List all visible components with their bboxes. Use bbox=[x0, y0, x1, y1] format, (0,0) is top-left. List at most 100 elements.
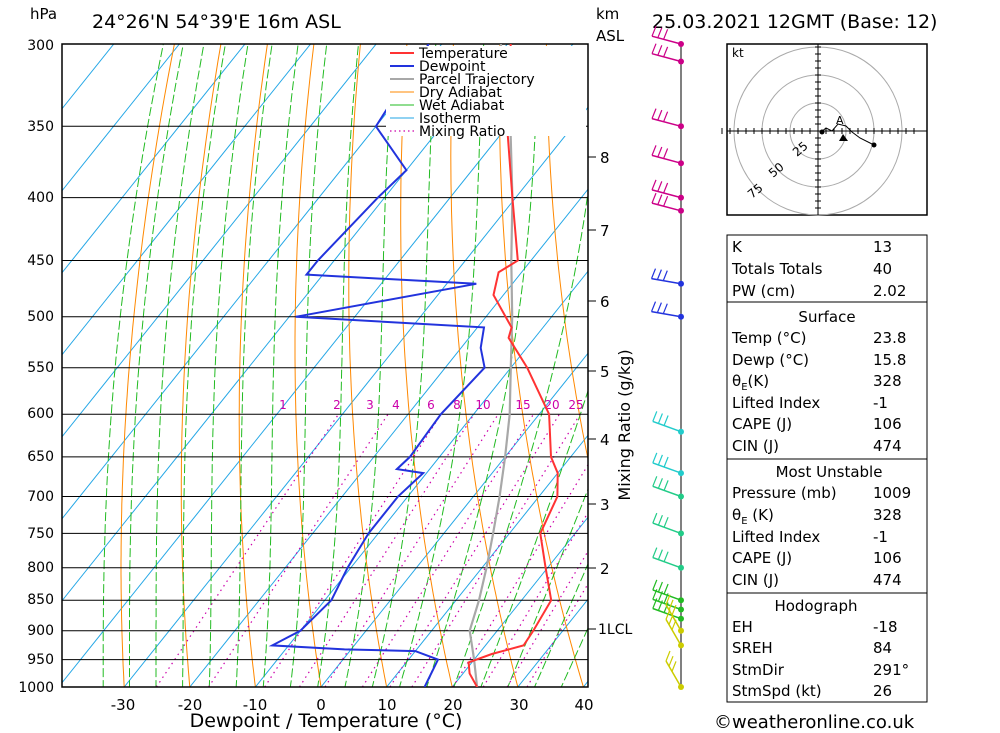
surface-dewp-value: 15.8 bbox=[873, 351, 906, 369]
stmdir-label: StmDir bbox=[732, 661, 785, 679]
dry-adiabat-line bbox=[400, 44, 453, 687]
temperature-tick-label: -30 bbox=[111, 696, 136, 714]
wind-barb bbox=[651, 145, 682, 164]
parcel-trajectory-line bbox=[468, 44, 514, 687]
hodograph-stats-title: Hodograph bbox=[774, 597, 857, 615]
surface-cape-value: 106 bbox=[873, 415, 902, 433]
wet-adiabats bbox=[102, 44, 588, 687]
surface-temp-label: Temp (°C) bbox=[731, 329, 806, 347]
pw-label: PW (cm) bbox=[732, 282, 795, 300]
height-km-axis: 1LCL 2 3 4 5 6 7 8 bbox=[588, 149, 632, 638]
mixing-ratio-label: 2 bbox=[333, 398, 341, 412]
asl-label: ASL bbox=[596, 27, 625, 45]
mu-theta-label: θE (K) bbox=[732, 506, 774, 527]
stmdir-value: 291° bbox=[873, 661, 909, 679]
surface-box bbox=[726, 301, 928, 460]
wet-adiabat-line bbox=[453, 189, 588, 687]
pressure-tick-label: 600 bbox=[27, 406, 54, 422]
hodograph-marker: A bbox=[836, 114, 844, 127]
wind-barb bbox=[652, 512, 682, 535]
mixing-ratio-label: 20 bbox=[544, 398, 559, 412]
mu-cin-value: 474 bbox=[873, 571, 902, 589]
mixing-ratio-label: 3 bbox=[366, 398, 374, 412]
pressure-tick-label: 700 bbox=[27, 489, 54, 505]
legend-parcel: Parcel Trajectory bbox=[419, 72, 535, 88]
isotherm-line bbox=[255, 270, 588, 687]
hodograph-storm-motion-icon bbox=[839, 134, 848, 141]
surface-temp-value: 23.8 bbox=[873, 329, 906, 347]
wet-adiabat-line bbox=[262, 44, 299, 687]
pressure-axis-labels: 300 350 400 450 500 550 600 650 700 750 … bbox=[18, 38, 54, 696]
surface-theta-value: 328 bbox=[873, 372, 902, 390]
dry-adiabat-line bbox=[120, 44, 175, 687]
height-km-label: 3 bbox=[600, 496, 610, 514]
pressure-tick-label: 500 bbox=[27, 309, 54, 325]
legend-temperature: Temperature bbox=[418, 46, 508, 62]
isotherm-line bbox=[62, 44, 246, 274]
mixing-ratio-lines bbox=[155, 413, 588, 687]
dry-adiabat-line bbox=[294, 44, 322, 687]
pressure-tick-label: 800 bbox=[27, 560, 54, 576]
wet-adiabat-line bbox=[399, 44, 485, 687]
dry-adiabat-line bbox=[450, 44, 519, 687]
mu-cape-label: CAPE (J) bbox=[732, 549, 792, 567]
temperature-tick-label: 20 bbox=[443, 696, 462, 714]
isotherm-line bbox=[320, 352, 588, 687]
temperature-tick-label: -10 bbox=[243, 696, 268, 714]
hodograph-stats-box bbox=[726, 592, 928, 703]
eh-label: EH bbox=[732, 618, 753, 636]
sreh-label: SREH bbox=[732, 639, 773, 657]
wind-barb bbox=[650, 301, 682, 318]
isotherm-line bbox=[62, 44, 115, 110]
mixing-ratio-label: 4 bbox=[392, 398, 400, 412]
wind-barb bbox=[651, 108, 682, 128]
legend-mixing-ratio: Mixing Ratio bbox=[419, 124, 505, 140]
dewpoint-line bbox=[268, 44, 486, 687]
height-km-label: 8 bbox=[600, 149, 610, 167]
wind-barb bbox=[652, 452, 682, 474]
dry-adiabat-line bbox=[498, 44, 584, 687]
most-unstable-box bbox=[726, 458, 928, 594]
temperature-tick-label: 30 bbox=[509, 696, 528, 714]
background-lines bbox=[62, 26, 1000, 713]
surface-li-value: -1 bbox=[873, 394, 888, 412]
stats-table: K 13 Totals Totals 40 PW (cm) 2.02 Surfa… bbox=[726, 234, 928, 703]
mu-cape-value: 106 bbox=[873, 549, 902, 567]
pressure-tick-label: 400 bbox=[27, 190, 54, 206]
mixing-ratio-line bbox=[389, 413, 560, 687]
isotherm-line bbox=[62, 44, 180, 192]
isotherm-line bbox=[62, 44, 311, 356]
dry-adiabat-line bbox=[238, 44, 268, 687]
hodograph-trace bbox=[819, 123, 875, 146]
k-index-value: 13 bbox=[873, 238, 892, 256]
isotherm-line bbox=[123, 106, 588, 687]
surface-title: Surface bbox=[798, 308, 855, 326]
wet-adiabat-line bbox=[155, 44, 205, 687]
location-label: 24°26'N 54°39'E 16m ASL bbox=[92, 11, 341, 33]
pressure-tick-label: 750 bbox=[27, 526, 54, 542]
mu-theta-value: 328 bbox=[873, 506, 902, 524]
dry-adiabat-line bbox=[961, 26, 1000, 713]
wet-adiabat-line bbox=[317, 44, 360, 687]
sreh-value: 84 bbox=[873, 639, 892, 657]
wet-adiabat-line bbox=[534, 562, 588, 687]
pressure-tick-label: 450 bbox=[27, 253, 54, 269]
x-axis-title: Dewpoint / Temperature (°C) bbox=[190, 710, 463, 732]
legend: Temperature Dewpoint Parcel Trajectory D… bbox=[386, 46, 586, 140]
stmspd-label: StmSpd (kt) bbox=[732, 682, 822, 700]
pw-value: 2.02 bbox=[873, 282, 906, 300]
isotherm-line bbox=[62, 44, 377, 438]
legend-isotherm: Isotherm bbox=[419, 111, 481, 127]
height-km-label: 5 bbox=[600, 363, 610, 381]
pressure-tick-label: 550 bbox=[27, 360, 54, 376]
legend-dry-adiabat: Dry Adiabat bbox=[419, 85, 502, 101]
wet-adiabat-line bbox=[371, 44, 437, 687]
stmspd-value: 26 bbox=[873, 682, 892, 700]
dry-adiabat-line bbox=[545, 44, 588, 462]
k-index-label: K bbox=[732, 238, 743, 256]
wind-barb bbox=[665, 594, 682, 632]
height-km-label: 2 bbox=[600, 560, 610, 578]
date-label: 25.03.2021 12GMT (Base: 12) bbox=[652, 11, 937, 33]
mu-pressure-value: 1009 bbox=[873, 484, 911, 502]
wet-adiabat-line bbox=[208, 44, 249, 687]
